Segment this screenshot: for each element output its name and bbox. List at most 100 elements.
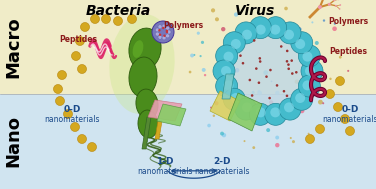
Circle shape [256, 107, 266, 117]
Circle shape [322, 102, 324, 104]
Text: Macro: Macro [4, 16, 22, 78]
Circle shape [268, 110, 273, 115]
Circle shape [221, 66, 231, 76]
Circle shape [291, 88, 313, 110]
Circle shape [256, 25, 266, 35]
Circle shape [58, 70, 67, 80]
Circle shape [346, 126, 355, 136]
Circle shape [231, 39, 241, 49]
Circle shape [333, 0, 335, 1]
Circle shape [283, 90, 285, 93]
Circle shape [303, 81, 307, 84]
Circle shape [270, 107, 280, 117]
Circle shape [318, 74, 322, 79]
Circle shape [259, 57, 261, 60]
Circle shape [152, 21, 174, 43]
Circle shape [284, 7, 288, 10]
Polygon shape [228, 93, 262, 131]
Text: nanomaterials: nanomaterials [137, 167, 193, 176]
Circle shape [321, 127, 322, 129]
Circle shape [234, 12, 238, 17]
Circle shape [286, 50, 288, 52]
Circle shape [290, 59, 293, 62]
Circle shape [165, 30, 168, 32]
Circle shape [214, 101, 218, 105]
Circle shape [298, 75, 320, 97]
Circle shape [200, 55, 202, 57]
Circle shape [155, 28, 159, 32]
Circle shape [275, 136, 279, 139]
Text: nanomaterials: nanomaterials [322, 115, 376, 123]
Circle shape [270, 25, 280, 35]
Circle shape [332, 26, 337, 31]
Circle shape [77, 64, 86, 74]
Bar [0, 94, 376, 189]
Circle shape [166, 31, 168, 33]
Circle shape [315, 125, 324, 133]
Circle shape [277, 103, 279, 105]
Circle shape [249, 79, 251, 81]
Circle shape [88, 143, 97, 152]
Circle shape [328, 3, 331, 6]
Circle shape [275, 143, 279, 147]
Circle shape [255, 67, 258, 70]
Circle shape [279, 98, 301, 120]
Text: 1-D: 1-D [156, 156, 174, 166]
Circle shape [284, 30, 294, 40]
Circle shape [295, 71, 298, 74]
Circle shape [269, 69, 272, 71]
Circle shape [235, 22, 257, 44]
Circle shape [216, 45, 238, 67]
Circle shape [211, 8, 215, 12]
Text: nanomaterials: nanomaterials [194, 167, 250, 176]
Circle shape [251, 94, 253, 97]
Circle shape [295, 79, 299, 84]
Circle shape [334, 22, 336, 25]
Circle shape [242, 62, 244, 64]
Circle shape [224, 52, 233, 62]
Circle shape [323, 19, 325, 22]
Circle shape [297, 27, 302, 32]
Circle shape [162, 24, 166, 28]
Text: Polymers: Polymers [328, 16, 368, 26]
Circle shape [311, 21, 314, 23]
Circle shape [291, 72, 294, 75]
Circle shape [71, 122, 79, 132]
Text: Polymers: Polymers [163, 22, 203, 30]
Circle shape [286, 60, 288, 63]
Circle shape [252, 91, 255, 94]
Circle shape [290, 137, 292, 139]
Circle shape [127, 15, 136, 23]
Circle shape [162, 36, 166, 40]
Text: Virus: Virus [235, 4, 275, 18]
Circle shape [71, 51, 80, 60]
Ellipse shape [138, 110, 158, 138]
Circle shape [216, 75, 238, 97]
Circle shape [298, 45, 320, 67]
Circle shape [301, 60, 323, 82]
Polygon shape [210, 91, 240, 121]
Circle shape [262, 109, 265, 112]
Circle shape [224, 80, 233, 90]
Circle shape [266, 128, 270, 132]
Ellipse shape [133, 40, 143, 58]
Circle shape [263, 70, 268, 75]
Circle shape [244, 140, 246, 142]
Circle shape [223, 32, 245, 54]
Circle shape [252, 146, 255, 149]
Circle shape [312, 79, 317, 84]
Circle shape [322, 79, 324, 82]
Circle shape [264, 22, 266, 24]
Circle shape [80, 22, 89, 32]
Text: Peptides: Peptides [329, 46, 367, 56]
Circle shape [314, 76, 317, 80]
Circle shape [341, 115, 350, 123]
Text: 2-D: 2-D [213, 156, 231, 166]
Circle shape [249, 17, 271, 39]
Circle shape [167, 30, 171, 34]
Circle shape [158, 29, 161, 31]
Circle shape [77, 135, 86, 143]
Circle shape [276, 21, 280, 25]
Circle shape [235, 98, 257, 120]
Circle shape [114, 16, 123, 26]
